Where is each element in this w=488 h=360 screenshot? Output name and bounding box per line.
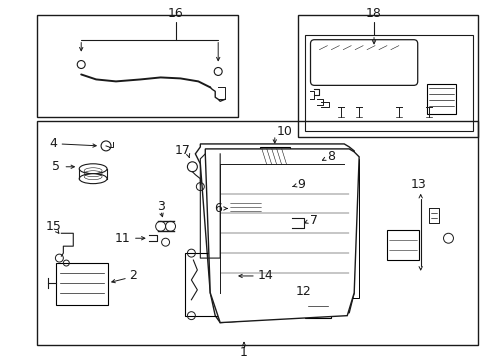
Text: 5: 5 (52, 160, 61, 173)
Text: 12: 12 (295, 285, 311, 298)
Text: 13: 13 (410, 178, 426, 191)
Bar (37, 121, 477, 346)
Bar (228, 201, 263, 216)
Text: 15: 15 (45, 220, 61, 233)
Ellipse shape (79, 174, 107, 184)
Text: 10: 10 (276, 125, 292, 138)
Text: 11: 11 (115, 232, 131, 245)
Bar (185, 253, 235, 316)
Bar (344, 159, 358, 298)
Bar (304, 296, 331, 318)
Text: 6: 6 (214, 202, 222, 215)
FancyBboxPatch shape (310, 40, 417, 85)
Bar (386, 230, 418, 260)
FancyBboxPatch shape (279, 151, 323, 171)
Text: 14: 14 (257, 269, 273, 283)
Polygon shape (205, 149, 358, 323)
Bar (304, 35, 472, 131)
Bar (37, 15, 238, 117)
Bar (56, 263, 108, 305)
Text: 17: 17 (174, 144, 190, 157)
Bar (297, 15, 477, 137)
Bar (259, 181, 289, 194)
Ellipse shape (79, 164, 107, 174)
Bar (259, 147, 289, 167)
Text: 16: 16 (167, 8, 183, 21)
Text: 2: 2 (129, 269, 137, 283)
Text: 4: 4 (49, 138, 57, 150)
Text: 18: 18 (366, 8, 381, 21)
Bar (426, 84, 455, 114)
Text: 7: 7 (309, 214, 317, 227)
Text: 1: 1 (240, 346, 247, 359)
Text: 8: 8 (326, 150, 335, 163)
Text: 3: 3 (156, 200, 164, 213)
Text: 9: 9 (297, 178, 305, 191)
